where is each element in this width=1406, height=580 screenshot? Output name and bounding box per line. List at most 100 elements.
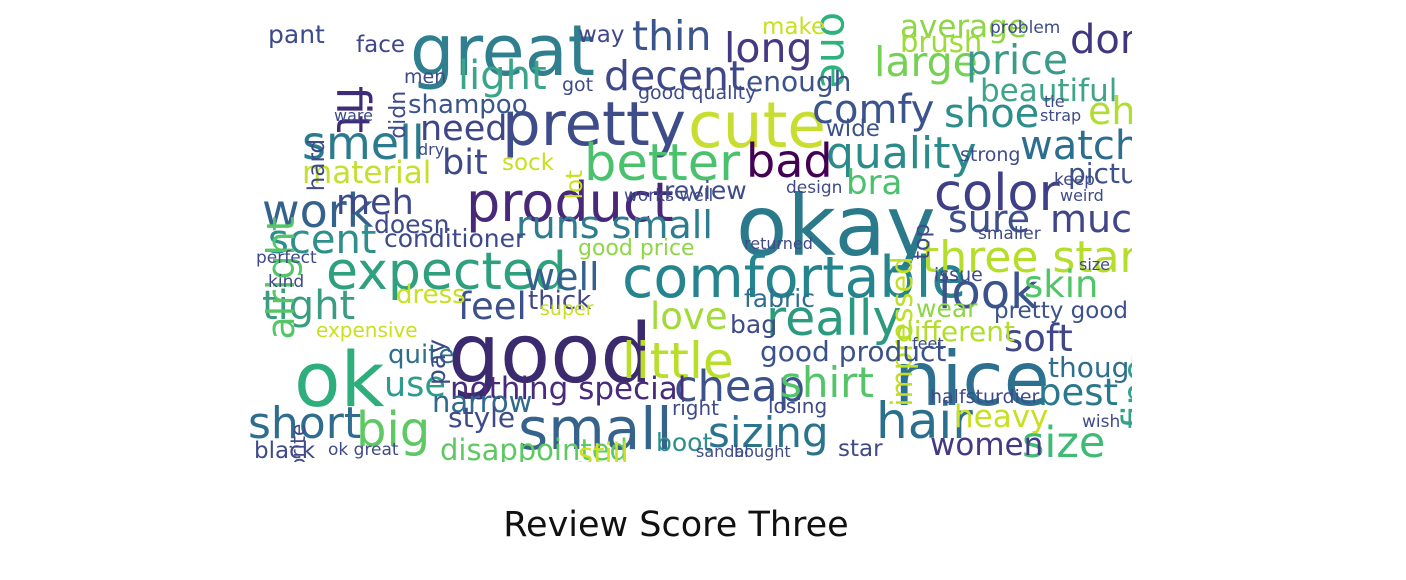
word-keep: keep bbox=[1054, 170, 1095, 190]
word-picture: picture bbox=[1068, 157, 1132, 190]
word-tie: tie bbox=[1044, 92, 1065, 111]
word-good: good bbox=[448, 307, 653, 402]
word-smell: smell bbox=[302, 116, 425, 170]
word-cloud: okay good ok nice great cute pretty small comfor… bbox=[248, 10, 1132, 463]
word-decent: decent bbox=[604, 52, 746, 100]
chart-title: Review Score Three bbox=[503, 505, 849, 545]
word-comfy: comfy bbox=[812, 87, 935, 133]
word-hard: hard bbox=[304, 138, 330, 192]
word-design: design bbox=[786, 178, 843, 198]
word-long: long bbox=[724, 24, 813, 72]
word-works-well: works well bbox=[624, 186, 714, 206]
word-shoe: shoe bbox=[944, 91, 1040, 137]
word-style: style bbox=[448, 401, 516, 434]
word-strap: strap bbox=[1040, 106, 1082, 125]
word-conditioner: conditioner bbox=[384, 224, 526, 253]
word-brush: brush bbox=[900, 25, 983, 59]
word-sandal: sandal bbox=[696, 442, 749, 461]
word-feet: feet bbox=[912, 334, 944, 353]
word-losing: losing bbox=[768, 394, 828, 418]
word-need: need bbox=[420, 109, 508, 149]
word-issue: issue bbox=[934, 264, 983, 286]
word-eh: eh bbox=[1088, 89, 1132, 133]
word-good-product: good product bbox=[760, 335, 947, 368]
word-work: work bbox=[262, 184, 374, 238]
word-use: use bbox=[384, 365, 446, 405]
word-ware: ware bbox=[334, 106, 373, 125]
word-different: different bbox=[896, 315, 1015, 348]
word-still: still bbox=[578, 437, 629, 463]
word-pant: pant bbox=[268, 20, 325, 49]
word-look: look bbox=[938, 264, 1038, 320]
word-average: average bbox=[900, 10, 1027, 45]
word-dry: dry bbox=[418, 140, 445, 159]
word-make: make bbox=[762, 14, 826, 40]
word-tight: tight bbox=[262, 283, 356, 329]
word-ok-great: ok great bbox=[328, 440, 399, 460]
word-sock: sock bbox=[502, 150, 555, 176]
word-review: review bbox=[664, 176, 747, 205]
word-didn: didn bbox=[386, 90, 411, 139]
word-really: really bbox=[766, 290, 902, 347]
word-soft: soft bbox=[1004, 317, 1073, 360]
word-best: best bbox=[1038, 371, 1119, 414]
word-enough: enough bbox=[746, 65, 852, 98]
word-scent: scent bbox=[268, 217, 377, 263]
word-heavy: heavy bbox=[954, 399, 1049, 435]
word-material: material bbox=[302, 155, 432, 191]
word-light: light bbox=[458, 53, 547, 99]
word-sure: sure bbox=[948, 197, 1031, 241]
word-got: got bbox=[562, 74, 594, 96]
word-size: size bbox=[1022, 418, 1106, 463]
word-women: women bbox=[930, 427, 1044, 462]
word-much: much bbox=[1050, 197, 1132, 241]
word-pretty-good: pretty good bbox=[994, 298, 1129, 324]
word-sizing: sizing bbox=[708, 408, 829, 457]
word-bag: bag bbox=[730, 310, 778, 339]
word-top: top bbox=[910, 223, 935, 260]
word-shampoo: shampoo bbox=[408, 90, 528, 120]
word-thin: thin bbox=[632, 12, 712, 60]
word-cute: cute bbox=[688, 89, 827, 162]
word-quite: quite bbox=[388, 340, 455, 370]
word-love: love bbox=[650, 295, 728, 338]
word-feel: feel bbox=[458, 285, 527, 328]
word-nothing-special: nothing special bbox=[450, 371, 687, 407]
word-little: little bbox=[622, 332, 734, 390]
word-great: great bbox=[410, 10, 596, 92]
word-avorite: avorite bbox=[286, 423, 310, 462]
word-bit: bit bbox=[442, 143, 488, 183]
word-pay: pay bbox=[422, 339, 451, 385]
word-hair: hair bbox=[876, 392, 973, 450]
word-good-price: good price bbox=[578, 236, 695, 261]
word-small: small bbox=[518, 395, 673, 462]
word-right: right bbox=[672, 396, 719, 420]
word-beautiful: beautiful bbox=[980, 73, 1118, 109]
word-don: don bbox=[1070, 17, 1132, 63]
word-boot: boot bbox=[656, 428, 713, 457]
word-dress: dress bbox=[396, 280, 466, 310]
word-comfortable: comfortable bbox=[622, 245, 967, 311]
word-thought: thought bbox=[1048, 351, 1132, 384]
word-weird: weird bbox=[1060, 186, 1104, 205]
word-black: black bbox=[254, 438, 316, 463]
word-meh: meh bbox=[336, 183, 414, 223]
word-watch: watch bbox=[1020, 123, 1132, 169]
word-halfsturdier: halfsturdier bbox=[930, 386, 1040, 408]
word-color: color bbox=[934, 164, 1060, 223]
word-short: short bbox=[248, 398, 362, 449]
word-wear: wear bbox=[916, 294, 978, 323]
word-expensive: expensive bbox=[316, 318, 418, 342]
word-fabric: fabric bbox=[744, 284, 815, 313]
word-better: better bbox=[584, 134, 741, 193]
word-product: product bbox=[466, 171, 674, 234]
word-perfect: perfect bbox=[256, 248, 317, 268]
word-bra: bra bbox=[846, 163, 903, 203]
word-size-2: size bbox=[1079, 255, 1111, 274]
word-nice: nice bbox=[894, 335, 1050, 423]
word-okay: okay bbox=[736, 177, 936, 275]
word-problem: problem bbox=[990, 18, 1061, 38]
word-ok: ok bbox=[294, 335, 385, 424]
word-cheap: cheap bbox=[674, 362, 805, 412]
word-shirt: shirt bbox=[780, 358, 874, 407]
